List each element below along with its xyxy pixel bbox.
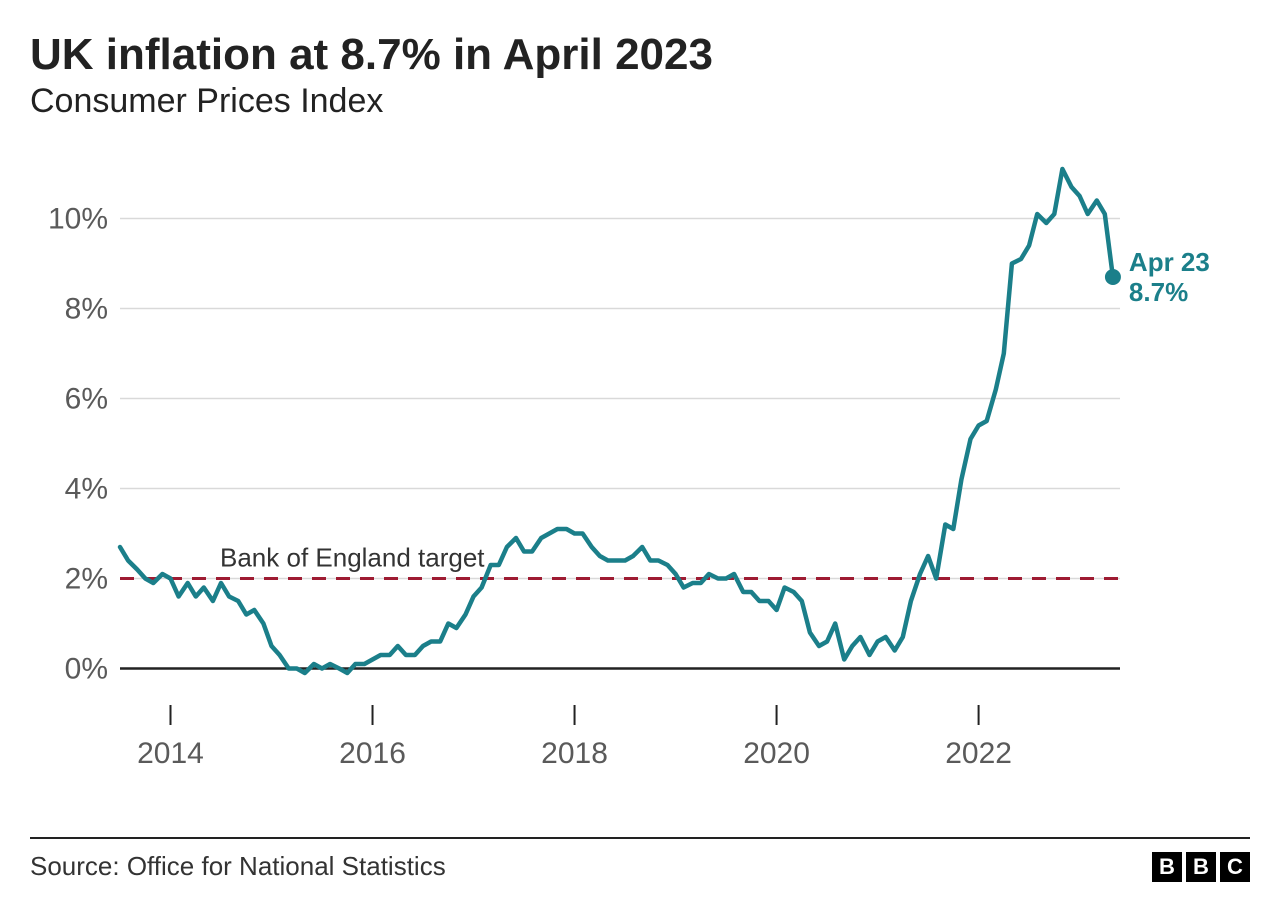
- source-text: Source: Office for National Statistics: [30, 851, 446, 882]
- bbc-logo: BBC: [1152, 852, 1250, 882]
- line-chart-svg: 0% 2% 4% 6% 8% 10% Bank of England target 2014 2…: [30, 131, 1250, 781]
- chart-subtitle: Consumer Prices Index: [30, 82, 1250, 121]
- y-axis-label: 4%: [65, 473, 108, 506]
- x-axis-label: 2014: [137, 737, 204, 770]
- x-axis-label: 2022: [945, 737, 1012, 770]
- endpoint-marker: [1105, 269, 1121, 285]
- chart-title: UK inflation at 8.7% in April 2023: [30, 30, 1250, 80]
- y-axis-label: 2%: [65, 563, 108, 596]
- y-axis-label: 10%: [48, 203, 108, 236]
- x-axis-label: 2018: [541, 737, 608, 770]
- chart-area: 0% 2% 4% 6% 8% 10% Bank of England target 2014 2…: [30, 131, 1250, 837]
- y-axis-label: 8%: [65, 293, 108, 326]
- endpoint-label-date: Apr 23: [1129, 247, 1210, 277]
- bbc-logo-letter: B: [1186, 852, 1216, 882]
- x-axis-label: 2016: [339, 737, 406, 770]
- bbc-logo-letter: C: [1220, 852, 1250, 882]
- inflation-series-line: [120, 169, 1113, 673]
- y-axis-label: 0%: [65, 653, 108, 686]
- chart-footer: Source: Office for National Statistics B…: [30, 837, 1250, 900]
- bbc-logo-letter: B: [1152, 852, 1182, 882]
- target-line-label: Bank of England target: [220, 543, 485, 573]
- y-axis-label: 6%: [65, 383, 108, 416]
- x-axis-label: 2020: [743, 737, 810, 770]
- endpoint-label-value: 8.7%: [1129, 277, 1188, 307]
